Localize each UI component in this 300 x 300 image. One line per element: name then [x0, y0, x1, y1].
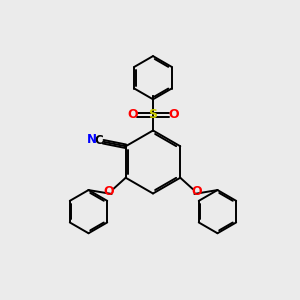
Text: O: O: [103, 185, 114, 198]
Text: O: O: [192, 185, 203, 198]
Text: O: O: [127, 108, 138, 122]
Text: O: O: [168, 108, 179, 122]
Text: S: S: [148, 108, 158, 122]
Text: C: C: [94, 134, 103, 147]
Text: N: N: [87, 134, 97, 146]
